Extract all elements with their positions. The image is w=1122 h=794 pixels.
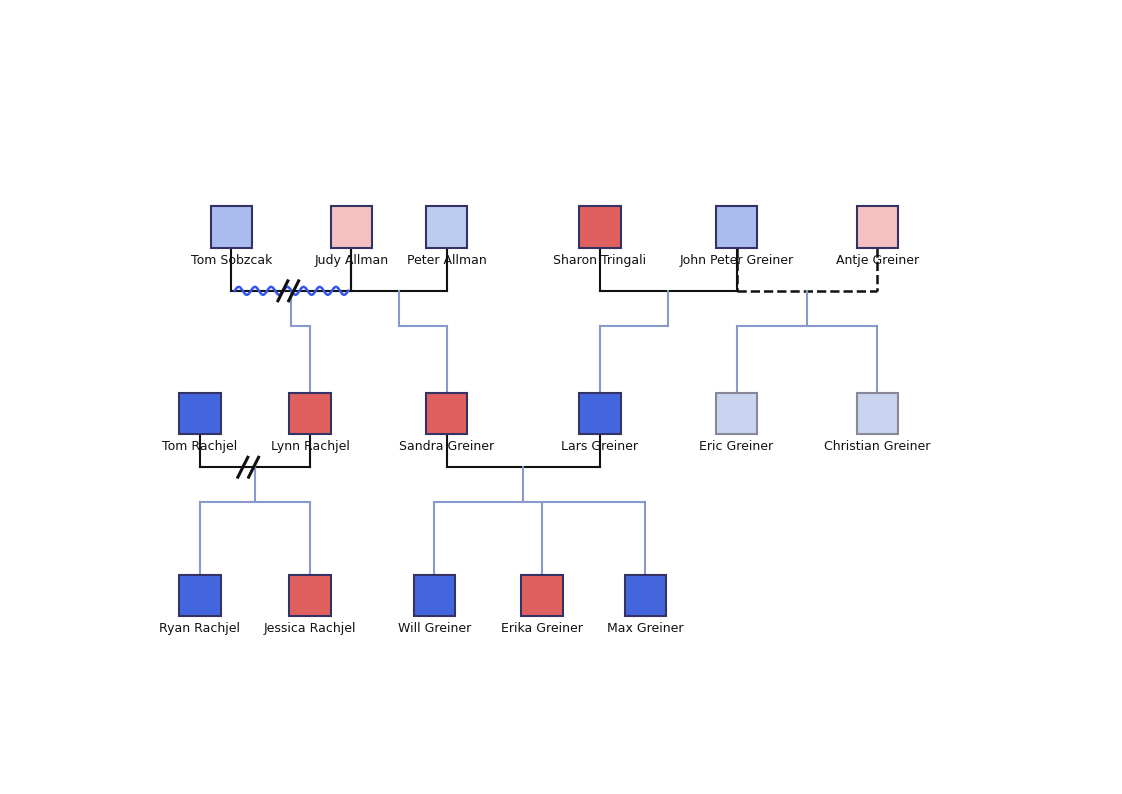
Text: Sandra Greiner: Sandra Greiner [399, 440, 494, 453]
FancyBboxPatch shape [579, 206, 620, 248]
Text: Ryan Rachjel: Ryan Rachjel [159, 622, 240, 635]
Text: Peter Allman: Peter Allman [407, 253, 487, 267]
FancyBboxPatch shape [289, 393, 331, 434]
FancyBboxPatch shape [716, 206, 757, 248]
FancyBboxPatch shape [180, 393, 221, 434]
FancyBboxPatch shape [289, 575, 331, 616]
FancyBboxPatch shape [180, 575, 221, 616]
Text: Judy Allman: Judy Allman [314, 253, 388, 267]
FancyBboxPatch shape [522, 575, 562, 616]
Text: Christian Greiner: Christian Greiner [825, 440, 930, 453]
FancyBboxPatch shape [426, 206, 468, 248]
FancyBboxPatch shape [716, 393, 757, 434]
FancyBboxPatch shape [331, 206, 373, 248]
Text: Eric Greiner: Eric Greiner [699, 440, 773, 453]
Text: Jessica Rachjel: Jessica Rachjel [264, 622, 357, 635]
Text: Tom Sobzcak: Tom Sobzcak [191, 253, 272, 267]
FancyBboxPatch shape [426, 393, 468, 434]
FancyBboxPatch shape [211, 206, 252, 248]
FancyBboxPatch shape [856, 206, 898, 248]
Text: Sharon Tringali: Sharon Tringali [553, 253, 646, 267]
Text: Erika Greiner: Erika Greiner [500, 622, 582, 635]
FancyBboxPatch shape [579, 393, 620, 434]
Text: Lars Greiner: Lars Greiner [561, 440, 638, 453]
FancyBboxPatch shape [856, 393, 898, 434]
FancyBboxPatch shape [414, 575, 454, 616]
FancyBboxPatch shape [625, 575, 666, 616]
Text: John Peter Greiner: John Peter Greiner [680, 253, 793, 267]
Text: Lynn Rachjel: Lynn Rachjel [270, 440, 349, 453]
Text: Antje Greiner: Antje Greiner [836, 253, 919, 267]
Text: Will Greiner: Will Greiner [397, 622, 471, 635]
Text: Max Greiner: Max Greiner [607, 622, 683, 635]
Text: Tom Rachjel: Tom Rachjel [163, 440, 238, 453]
